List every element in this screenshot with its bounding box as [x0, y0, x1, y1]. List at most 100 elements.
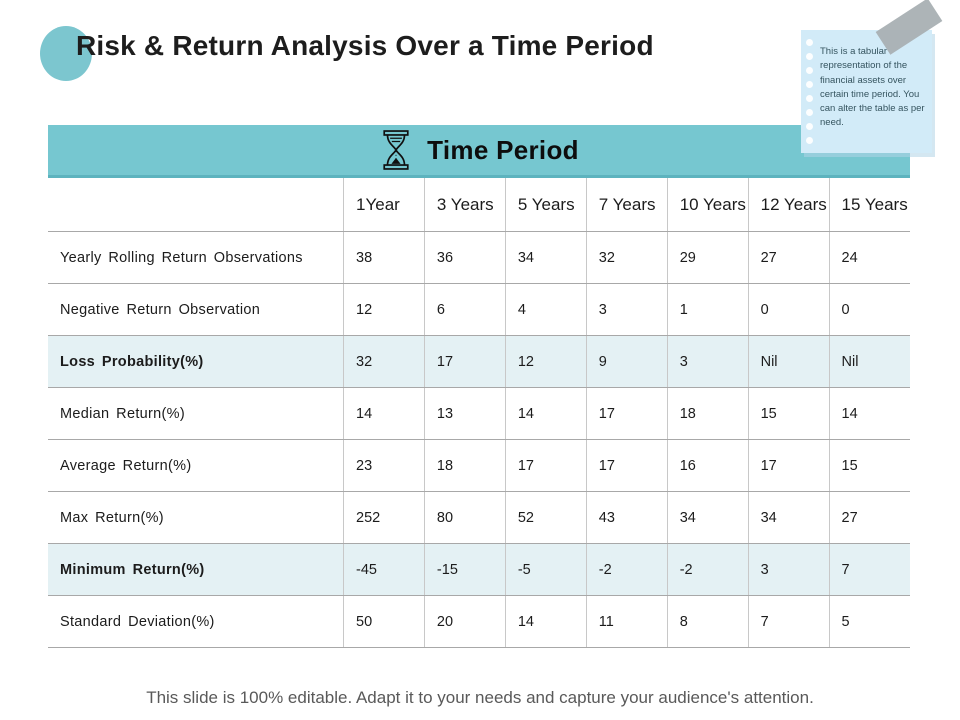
page-title: Risk & Return Analysis Over a Time Perio… — [76, 30, 654, 61]
table-cell: 0 — [747, 283, 830, 336]
table-cell: 32 — [343, 335, 425, 388]
table-cell: 16 — [666, 439, 749, 492]
table-cell: 38 — [343, 231, 425, 284]
table-cell: -2 — [585, 543, 668, 596]
table-cell: 29 — [666, 231, 749, 284]
table-cell: 17 — [585, 387, 668, 440]
table-cell: 15 — [747, 387, 830, 440]
row-label: Median Return(%) — [48, 387, 344, 440]
table-cell: 20 — [423, 595, 506, 648]
table-cell: 3 — [747, 543, 830, 596]
sticky-note: This is a tabular representation of the … — [801, 30, 932, 153]
note-dot — [806, 39, 813, 46]
row-label: Average Return(%) — [48, 439, 344, 492]
table-body: Yearly Rolling Return Observations 38 36 34… — [48, 231, 910, 648]
table-cell: 36 — [423, 231, 506, 284]
note-dot — [806, 67, 813, 74]
table-cell: 18 — [666, 387, 749, 440]
footer-note: This slide is 100% editable. Adapt it to… — [146, 688, 814, 707]
column-header: 1Year — [343, 178, 425, 232]
note-dot — [806, 81, 813, 88]
table-cell: 1 — [666, 283, 749, 336]
table-cell: 17 — [423, 335, 506, 388]
table-cell: -5 — [504, 543, 587, 596]
table-cell: 80 — [423, 491, 506, 544]
row-label: Standard Deviation(%) — [48, 595, 344, 648]
row-label: Yearly Rolling Return Observations — [48, 231, 344, 284]
table-cell: 5 — [828, 595, 910, 648]
row-label: Max Return(%) — [48, 491, 344, 544]
table-cell: Nil — [747, 335, 830, 388]
row-label: Minimum Return(%) — [48, 543, 344, 596]
table-title-banner: Time Period — [48, 125, 910, 178]
table-cell: 50 — [343, 595, 425, 648]
sticky-note-binding-dots — [806, 39, 813, 144]
table-cell: 14 — [828, 387, 910, 440]
table-cell: 14 — [504, 387, 587, 440]
table-title: Time Period — [427, 134, 579, 165]
column-header: 7 Years — [585, 178, 668, 232]
title-accent-circle — [40, 26, 92, 81]
table-cell: 17 — [585, 439, 668, 492]
table-cell: 12 — [343, 283, 425, 336]
table-row: Max Return(%) 252 80 52 43 34 34 27 — [48, 491, 910, 544]
table-row: Average Return(%) 23 18 17 17 16 17 15 — [48, 439, 910, 492]
row-label: Loss Probability(%) — [48, 335, 344, 388]
column-header: 5 Years — [504, 178, 587, 232]
table-cell: 6 — [423, 283, 506, 336]
table-row: Yearly Rolling Return Observations 38 36 34… — [48, 231, 910, 284]
table-cell: -15 — [423, 543, 506, 596]
table-cell: 17 — [504, 439, 587, 492]
table-cell: 11 — [585, 595, 668, 648]
table-cell: 3 — [585, 283, 668, 336]
column-header: 3 Years — [423, 178, 506, 232]
table-cell: -45 — [343, 543, 425, 596]
table-cell: 23 — [343, 439, 425, 492]
table-row: Median Return(%) 14 13 14 17 18 15 14 — [48, 387, 910, 440]
table-cell: -2 — [666, 543, 749, 596]
note-dot — [806, 53, 813, 60]
table-cell: 43 — [585, 491, 668, 544]
table-cell: 0 — [828, 283, 910, 336]
table-row: Loss Probability(%) 32 17 12 9 3 Nil Nil — [48, 335, 910, 388]
table-cell: 34 — [747, 491, 830, 544]
table-row: Negative Return Observation 12 6 4 3 1 0 0 — [48, 283, 910, 336]
column-header: 15 Years — [828, 178, 910, 232]
note-dot — [806, 95, 813, 102]
note-dot — [806, 109, 813, 116]
table-cell: 3 — [666, 335, 749, 388]
table-cell: 13 — [423, 387, 506, 440]
table-cell: 7 — [747, 595, 830, 648]
table-cell: 15 — [828, 439, 910, 492]
table-header-row: 1Year 3 Years 5 Years 7 Years 10 Years 12 Yea… — [48, 178, 910, 232]
table-cell: 14 — [343, 387, 425, 440]
table-cell: 52 — [504, 491, 587, 544]
table-row: Minimum Return(%) -45 -15 -5 -2 -2 3 7 — [48, 543, 910, 596]
table-cell: 12 — [504, 335, 587, 388]
column-header: 10 Years — [666, 178, 749, 232]
table-cell: 24 — [828, 231, 910, 284]
risk-return-table: 1Year 3 Years 5 Years 7 Years 10 Years 12 Yea… — [48, 178, 910, 648]
table-cell: 4 — [504, 283, 587, 336]
table-cell: 34 — [666, 491, 749, 544]
table-cell: 32 — [585, 231, 668, 284]
column-header: 12 Years — [747, 178, 830, 232]
note-dot — [806, 137, 813, 144]
table-cell: 14 — [504, 595, 587, 648]
table-cell: 34 — [504, 231, 587, 284]
table-cell: 27 — [747, 231, 830, 284]
table-cell: 252 — [343, 491, 425, 544]
table-corner-cell — [48, 178, 344, 232]
sticky-note-text: This is a tabular representation of the … — [820, 46, 925, 129]
table-cell: 27 — [828, 491, 910, 544]
hourglass-icon — [379, 129, 413, 171]
note-dot — [806, 123, 813, 130]
table-cell: 9 — [585, 335, 668, 388]
table-cell: Nil — [828, 335, 910, 388]
table-cell: 18 — [423, 439, 506, 492]
table-cell: 7 — [828, 543, 910, 596]
row-label: Negative Return Observation — [48, 283, 344, 336]
table-cell: 17 — [747, 439, 830, 492]
table-row: Standard Deviation(%) 50 20 14 11 8 7 5 — [48, 595, 910, 648]
table-cell: 8 — [666, 595, 749, 648]
